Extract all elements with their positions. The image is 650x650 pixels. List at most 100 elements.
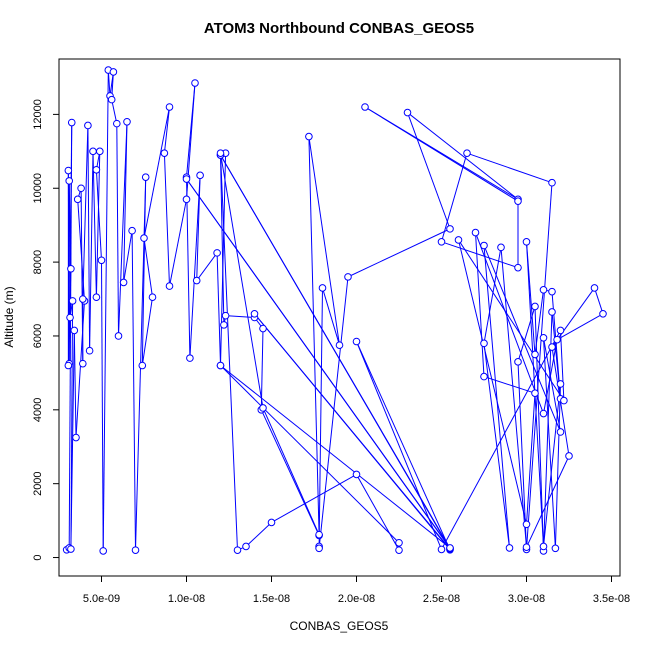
data-point: [560, 396, 568, 405]
data-point: [335, 341, 344, 349]
series-segment: [186, 177, 191, 359]
series-segment: [95, 169, 102, 261]
series-segment: [318, 276, 349, 549]
data-point: [165, 282, 174, 290]
series-segment: [163, 153, 170, 287]
series-segment: [594, 287, 604, 314]
data-point: [216, 149, 225, 157]
series-segment: [220, 365, 400, 544]
data-point: [114, 332, 123, 340]
series-segment: [220, 365, 451, 549]
data-point: [480, 372, 488, 381]
data-point: [590, 284, 599, 292]
data-point: [497, 243, 505, 252]
data-point: [539, 286, 548, 294]
data-point: [66, 313, 74, 322]
series-segment: [196, 252, 218, 281]
data-point: [531, 389, 539, 398]
data-point: [70, 326, 79, 335]
series-segment: [526, 182, 553, 550]
series-segment: [441, 153, 468, 242]
series-segment: [189, 175, 201, 359]
data-point: [352, 337, 361, 346]
data-point: [128, 226, 136, 235]
x-tick-label: 2.0e-08: [338, 593, 375, 605]
series-segment: [68, 180, 71, 318]
data-point: [99, 547, 107, 555]
data-point: [79, 359, 87, 368]
series-segment: [82, 125, 89, 300]
data-point: [522, 237, 531, 246]
series-layer: [62, 66, 607, 555]
data-point: [556, 428, 565, 436]
y-axis-label: Altitude (m): [2, 286, 16, 347]
data-point: [67, 545, 75, 553]
data-point: [551, 544, 560, 553]
data-point: [531, 302, 539, 311]
data-point: [259, 404, 267, 412]
y-tick-label: 2000: [32, 471, 44, 495]
data-point: [140, 234, 148, 242]
y-tick-label: 12000: [32, 99, 44, 130]
data-point: [92, 165, 101, 174]
series-segment: [260, 328, 264, 410]
data-point: [65, 177, 73, 185]
data-point: [89, 147, 97, 156]
data-point: [318, 284, 327, 292]
series-segment: [483, 376, 536, 394]
x-tick-label: 3.5e-08: [593, 593, 630, 605]
series-segment: [196, 175, 201, 281]
x-tick-label: 3.0e-08: [508, 593, 545, 605]
data-point: [233, 546, 242, 554]
series-segment: [116, 123, 119, 336]
series-segment: [245, 522, 272, 547]
series-segment: [225, 315, 255, 318]
data-point: [68, 297, 77, 305]
x-tick-label: 1.5e-08: [253, 593, 290, 605]
x-tick-label: 2.5e-08: [423, 593, 460, 605]
y-tick-label: 8000: [32, 250, 44, 274]
data-point: [514, 358, 522, 366]
data-point: [160, 149, 169, 157]
data-point: [395, 538, 403, 547]
series-segment: [186, 82, 196, 178]
data-point: [361, 103, 369, 111]
x-axis: 5.0e-09 1.0e-08 1.5e-08 2.0e-08 2.5e-08 3.0e-…: [83, 575, 630, 605]
series-segment: [131, 230, 136, 551]
series-segment: [216, 252, 221, 366]
y-tick-label: 4000: [32, 398, 44, 422]
series-segment: [118, 121, 128, 336]
data-point: [463, 149, 471, 157]
data-point: [480, 339, 488, 348]
series-segment: [101, 260, 104, 551]
series-segment: [534, 289, 544, 355]
data-point: [192, 276, 201, 285]
data-point: [395, 546, 403, 554]
data-point: [84, 121, 92, 130]
series-segment: [102, 70, 109, 551]
data-point: [138, 361, 147, 370]
data-point: [548, 343, 556, 351]
series-segment: [220, 153, 238, 551]
data-point: [531, 350, 539, 359]
data-point: [267, 518, 276, 527]
series-segment: [554, 383, 561, 549]
series-segment: [308, 136, 340, 346]
data-point: [556, 380, 565, 388]
series-segment: [526, 455, 570, 548]
y-tick-label: 0: [32, 554, 44, 560]
data-point: [505, 544, 514, 552]
series-segment: [123, 121, 128, 283]
data-point: [119, 278, 128, 287]
series-segment: [260, 409, 320, 536]
data-point: [165, 103, 174, 111]
y-axis: 0 2000 4000 6000 8000 10000 12000: [32, 99, 60, 561]
series-segment: [364, 106, 519, 202]
series-segment: [73, 330, 77, 438]
data-point: [79, 295, 87, 303]
data-point: [548, 287, 556, 296]
data-point: [522, 543, 531, 551]
data-point: [216, 361, 225, 370]
series-segment: [220, 153, 264, 409]
